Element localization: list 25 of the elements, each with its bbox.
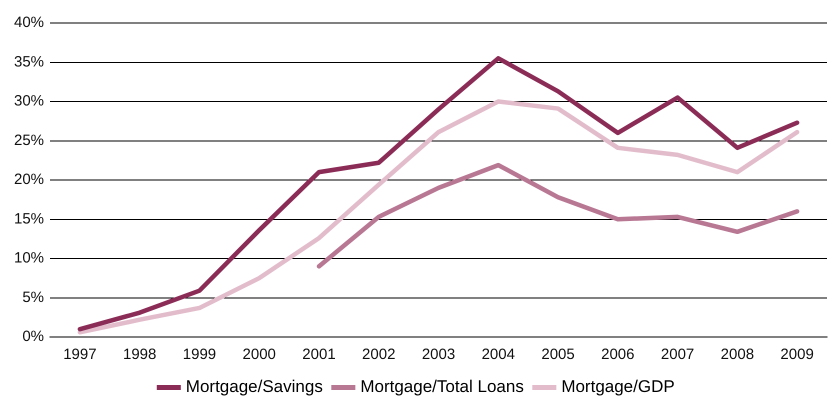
y-tick-label: 35% bbox=[14, 53, 44, 70]
y-tick-label: 10% bbox=[14, 250, 44, 267]
x-tick-label: 2001 bbox=[302, 346, 336, 364]
y-tick-label: 40% bbox=[14, 14, 44, 32]
legend-label: Mortgage/Savings bbox=[186, 377, 323, 396]
x-tick-label: 1999 bbox=[182, 346, 216, 364]
y-tick-label: 5% bbox=[22, 288, 44, 306]
x-tick-label: 2002 bbox=[362, 346, 396, 364]
x-tick-label: 2003 bbox=[422, 346, 456, 364]
x-tick-label: 2000 bbox=[242, 346, 276, 364]
y-tick-label: 0% bbox=[22, 328, 44, 346]
x-tick-label: 1997 bbox=[63, 346, 97, 364]
y-tick-label: 15% bbox=[14, 210, 44, 228]
x-tick-label: 2006 bbox=[601, 346, 634, 364]
x-tick-label: 2009 bbox=[780, 346, 814, 364]
x-tick-label: 2005 bbox=[541, 346, 575, 364]
y-tick-label: 20% bbox=[14, 171, 44, 188]
x-tick-label: 1998 bbox=[122, 346, 156, 364]
y-tick-label: 25% bbox=[14, 132, 44, 149]
x-tick-label: 2008 bbox=[720, 346, 754, 364]
legend-label: Mortgage/GDP bbox=[561, 377, 675, 396]
x-tick-label: 2004 bbox=[482, 346, 515, 364]
x-tick-label: 2007 bbox=[660, 346, 694, 364]
legend-label: Mortgage/Total Loans bbox=[360, 377, 524, 396]
y-tick-label: 30% bbox=[14, 92, 44, 110]
